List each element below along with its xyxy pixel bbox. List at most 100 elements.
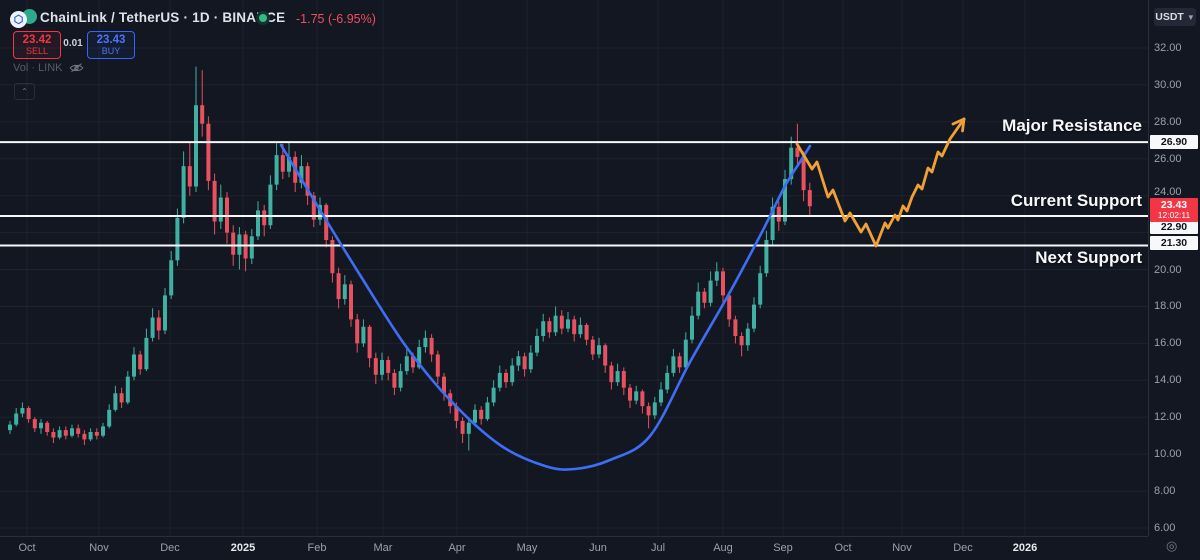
candle-body (473, 409, 477, 423)
candle-body (45, 422, 50, 432)
candle-body (32, 419, 37, 429)
candle-body (628, 387, 632, 401)
candle-body (311, 195, 316, 220)
last-price-value: 23.43 (1160, 199, 1188, 212)
time-axis-month-label: Aug (713, 542, 733, 554)
candle-body (113, 393, 118, 410)
candle-body (634, 391, 639, 401)
candle-body (714, 271, 719, 281)
candle-body (739, 335, 744, 346)
time-axis-month-label: Jun (589, 542, 607, 554)
price-tick: 8.00 (1154, 485, 1176, 498)
candle-body (566, 319, 570, 329)
candle-body (776, 206, 781, 222)
candle-body (132, 354, 136, 377)
cup-curve-drawing[interactable] (279, 143, 812, 471)
candle-body (411, 356, 415, 368)
time-axis-year-label: 2026 (1012, 542, 1038, 554)
candle-body (485, 402, 490, 420)
candle-body (51, 431, 56, 438)
candle-body (88, 431, 93, 440)
candle-body (609, 365, 614, 383)
candle-body (541, 321, 546, 336)
sell-price: 23.42 (22, 33, 52, 46)
candle-body (249, 236, 254, 259)
candle-body (621, 371, 626, 388)
price-axis[interactable]: USDT ▼ 32.00 30.00 28.00 26.00 24.00 20.00 18.… (1148, 0, 1200, 536)
candle-body (491, 387, 496, 403)
candle-body (367, 326, 372, 359)
time-axis-month-label: Jul (650, 542, 666, 554)
time-axis-month-label: Dec (160, 542, 180, 554)
candle-body (690, 315, 694, 340)
candle-body (349, 284, 353, 320)
spread-value: 0.01 (63, 38, 83, 49)
sell-button[interactable]: 23.42 SELL (13, 31, 61, 59)
candle-body (101, 426, 105, 436)
candle-body (671, 356, 676, 373)
eye-hidden-icon[interactable] (69, 62, 84, 74)
candle-body (466, 422, 471, 434)
candle-body (665, 372, 670, 390)
candle-body (187, 166, 192, 187)
legend-collapse-button[interactable]: ⌃ (14, 83, 35, 100)
candle-body (417, 347, 422, 368)
time-axis-month-label: Dec (953, 542, 973, 554)
candle-body (801, 156, 806, 191)
candle-body (200, 105, 205, 124)
candle-body (764, 239, 769, 274)
candle-body (268, 184, 273, 226)
candle-body (640, 391, 645, 407)
market-status-icon[interactable] (256, 11, 270, 25)
candle-body (590, 339, 595, 355)
candle-body (39, 422, 43, 429)
candle-body (144, 337, 149, 370)
time-axis-month-label: Apr (448, 542, 466, 554)
candle-body (20, 407, 25, 414)
projection-arrowhead (951, 117, 966, 126)
projection-zigzag-drawing[interactable] (795, 117, 966, 248)
time-axis-month-label: Nov (892, 542, 912, 554)
candle-body (783, 179, 787, 222)
time-axis-month-label: Sep (773, 542, 793, 554)
candlestick-chart[interactable] (0, 0, 1148, 536)
major-resistance-label: Major Resistance (1002, 116, 1142, 135)
candle-body (615, 371, 620, 383)
time-axis-month-label: Nov (89, 542, 109, 554)
candle-body (305, 166, 310, 196)
price-tick: 12.00 (1154, 411, 1182, 424)
volume-indicator-legend[interactable]: Vol · LINK (13, 62, 84, 74)
price-tick: 18.00 (1154, 300, 1182, 313)
candle-body (646, 406, 651, 416)
candle-body (119, 393, 124, 403)
candle-body (770, 206, 775, 240)
candle-body (727, 295, 732, 320)
candle-body (175, 217, 180, 261)
current-support-label: Current Support (1010, 191, 1142, 210)
price-tick: 16.00 (1154, 337, 1182, 350)
currency-label: USDT (1155, 11, 1184, 23)
candle-body (683, 339, 688, 368)
currency-dropdown[interactable]: USDT ▼ (1154, 8, 1196, 26)
candle-body (652, 402, 657, 416)
candle-body (274, 155, 279, 185)
candle-body (572, 319, 577, 335)
candle-body (392, 372, 397, 388)
candle-body (528, 352, 533, 370)
candle-body (156, 317, 161, 331)
candle-body (535, 335, 539, 353)
candle-body (361, 326, 366, 344)
candle-body (442, 376, 446, 394)
buy-button[interactable]: 23.43 BUY (87, 31, 135, 59)
candle-body (212, 180, 217, 222)
candle-body (435, 354, 440, 377)
price-change: -1.75 (-6.95%) (296, 12, 376, 26)
symbol-title[interactable]: ChainLink / TetherUS · 1D · BINANCE (40, 10, 286, 25)
candle-body (423, 337, 428, 348)
scale-settings-icon[interactable]: ◎ (1166, 538, 1178, 553)
time-axis[interactable]: Oct Nov Dec 2025 Feb Mar Apr May Jun Jul Aug Sep Oct… (0, 536, 1148, 560)
candle-body (603, 345, 608, 366)
candle-body (82, 433, 87, 440)
candle-body (398, 371, 403, 388)
level-price-badge: 21.30 (1150, 236, 1198, 250)
